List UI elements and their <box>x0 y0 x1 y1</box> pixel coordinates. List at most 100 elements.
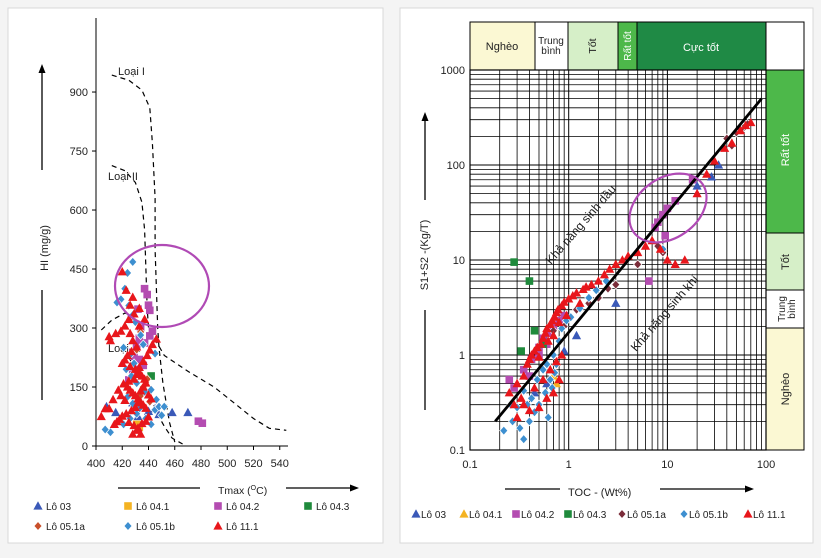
right-band-label: Rất tốt <box>780 134 792 166</box>
point <box>524 416 534 427</box>
highlight-ellipse <box>628 172 708 244</box>
top-band-label: Rất tốt <box>622 31 634 61</box>
point <box>540 328 550 337</box>
point <box>611 279 621 290</box>
point <box>670 259 680 268</box>
point <box>142 350 152 360</box>
point <box>141 403 151 412</box>
point <box>111 407 121 417</box>
point <box>524 354 535 363</box>
point <box>581 282 591 291</box>
y-tick-label: 0.1 <box>450 445 465 457</box>
point <box>655 244 666 253</box>
point <box>510 384 518 392</box>
point <box>136 330 146 341</box>
point <box>516 393 526 402</box>
legend-label: Lô 03 <box>46 502 71 513</box>
point <box>633 259 643 270</box>
legend-label: Lô 05.1a <box>46 522 85 533</box>
series-Lô-11.1 <box>96 266 161 438</box>
point <box>720 143 730 152</box>
legend-marker <box>617 508 627 520</box>
legend-label: Lô 05.1b <box>136 522 175 533</box>
legend-marker <box>123 520 133 532</box>
right-band <box>765 232 805 291</box>
legend-marker <box>512 510 520 518</box>
x-tick-label: 520 <box>244 458 262 470</box>
point <box>157 410 167 421</box>
right-band-label-line: Trung <box>777 296 788 322</box>
legend-marker <box>124 502 132 510</box>
point <box>96 411 106 421</box>
x-tick-label: 540 <box>271 458 289 470</box>
point <box>141 378 151 387</box>
point <box>198 419 207 427</box>
point <box>557 323 567 334</box>
point <box>706 172 717 181</box>
point <box>617 255 627 264</box>
point <box>134 362 144 371</box>
legend-label: Lô 05.1b <box>689 510 728 521</box>
top-band-label-line: bình <box>541 46 560 57</box>
point <box>741 120 751 130</box>
point <box>611 259 621 268</box>
point <box>554 317 564 327</box>
point <box>105 335 116 345</box>
point <box>519 365 528 374</box>
point <box>571 288 582 297</box>
y-tick-label: 100 <box>447 160 465 172</box>
point <box>128 256 138 267</box>
y-tick-label: 450 <box>70 264 88 276</box>
top-band <box>469 21 536 71</box>
top-band <box>534 21 569 71</box>
point <box>143 290 151 299</box>
legend-label: Lô 04.3 <box>573 510 607 521</box>
point <box>545 364 555 374</box>
point <box>194 417 203 426</box>
point <box>530 326 539 335</box>
point <box>147 339 158 349</box>
point <box>542 393 552 402</box>
y-tick-label: 750 <box>70 146 88 158</box>
point <box>125 300 135 309</box>
y-tick-label: 1000 <box>441 65 465 77</box>
legend-label: Lô 04.2 <box>521 510 555 521</box>
y-axis-label: S1+S2 -(Kg/T) <box>419 220 431 291</box>
point <box>125 328 135 338</box>
point <box>543 336 553 345</box>
point <box>633 247 643 257</box>
y-arrow-head <box>421 112 429 121</box>
point <box>132 342 142 351</box>
x-axis-label-unit: O <box>251 485 257 492</box>
point <box>499 425 509 436</box>
point <box>138 356 148 366</box>
point <box>108 394 118 404</box>
point <box>538 374 548 384</box>
point <box>538 333 548 342</box>
point <box>559 297 569 306</box>
point <box>167 407 177 417</box>
x-tick-label: 480 <box>192 458 210 470</box>
top-band-label: Cực tốt <box>683 42 719 54</box>
point <box>593 276 604 285</box>
trend-line <box>494 97 763 423</box>
point <box>680 255 690 264</box>
legend-marker <box>214 502 222 510</box>
point <box>548 388 559 397</box>
point <box>128 335 138 345</box>
x-arrow-head <box>350 484 359 492</box>
legend-marker <box>743 509 753 518</box>
point <box>546 329 555 337</box>
point <box>512 412 522 422</box>
point <box>692 188 702 198</box>
point <box>659 210 667 219</box>
x-tick-label: 0.1 <box>462 459 477 471</box>
point <box>130 352 138 361</box>
point <box>529 383 540 392</box>
point <box>543 412 553 423</box>
point <box>524 405 535 415</box>
point <box>575 298 585 307</box>
